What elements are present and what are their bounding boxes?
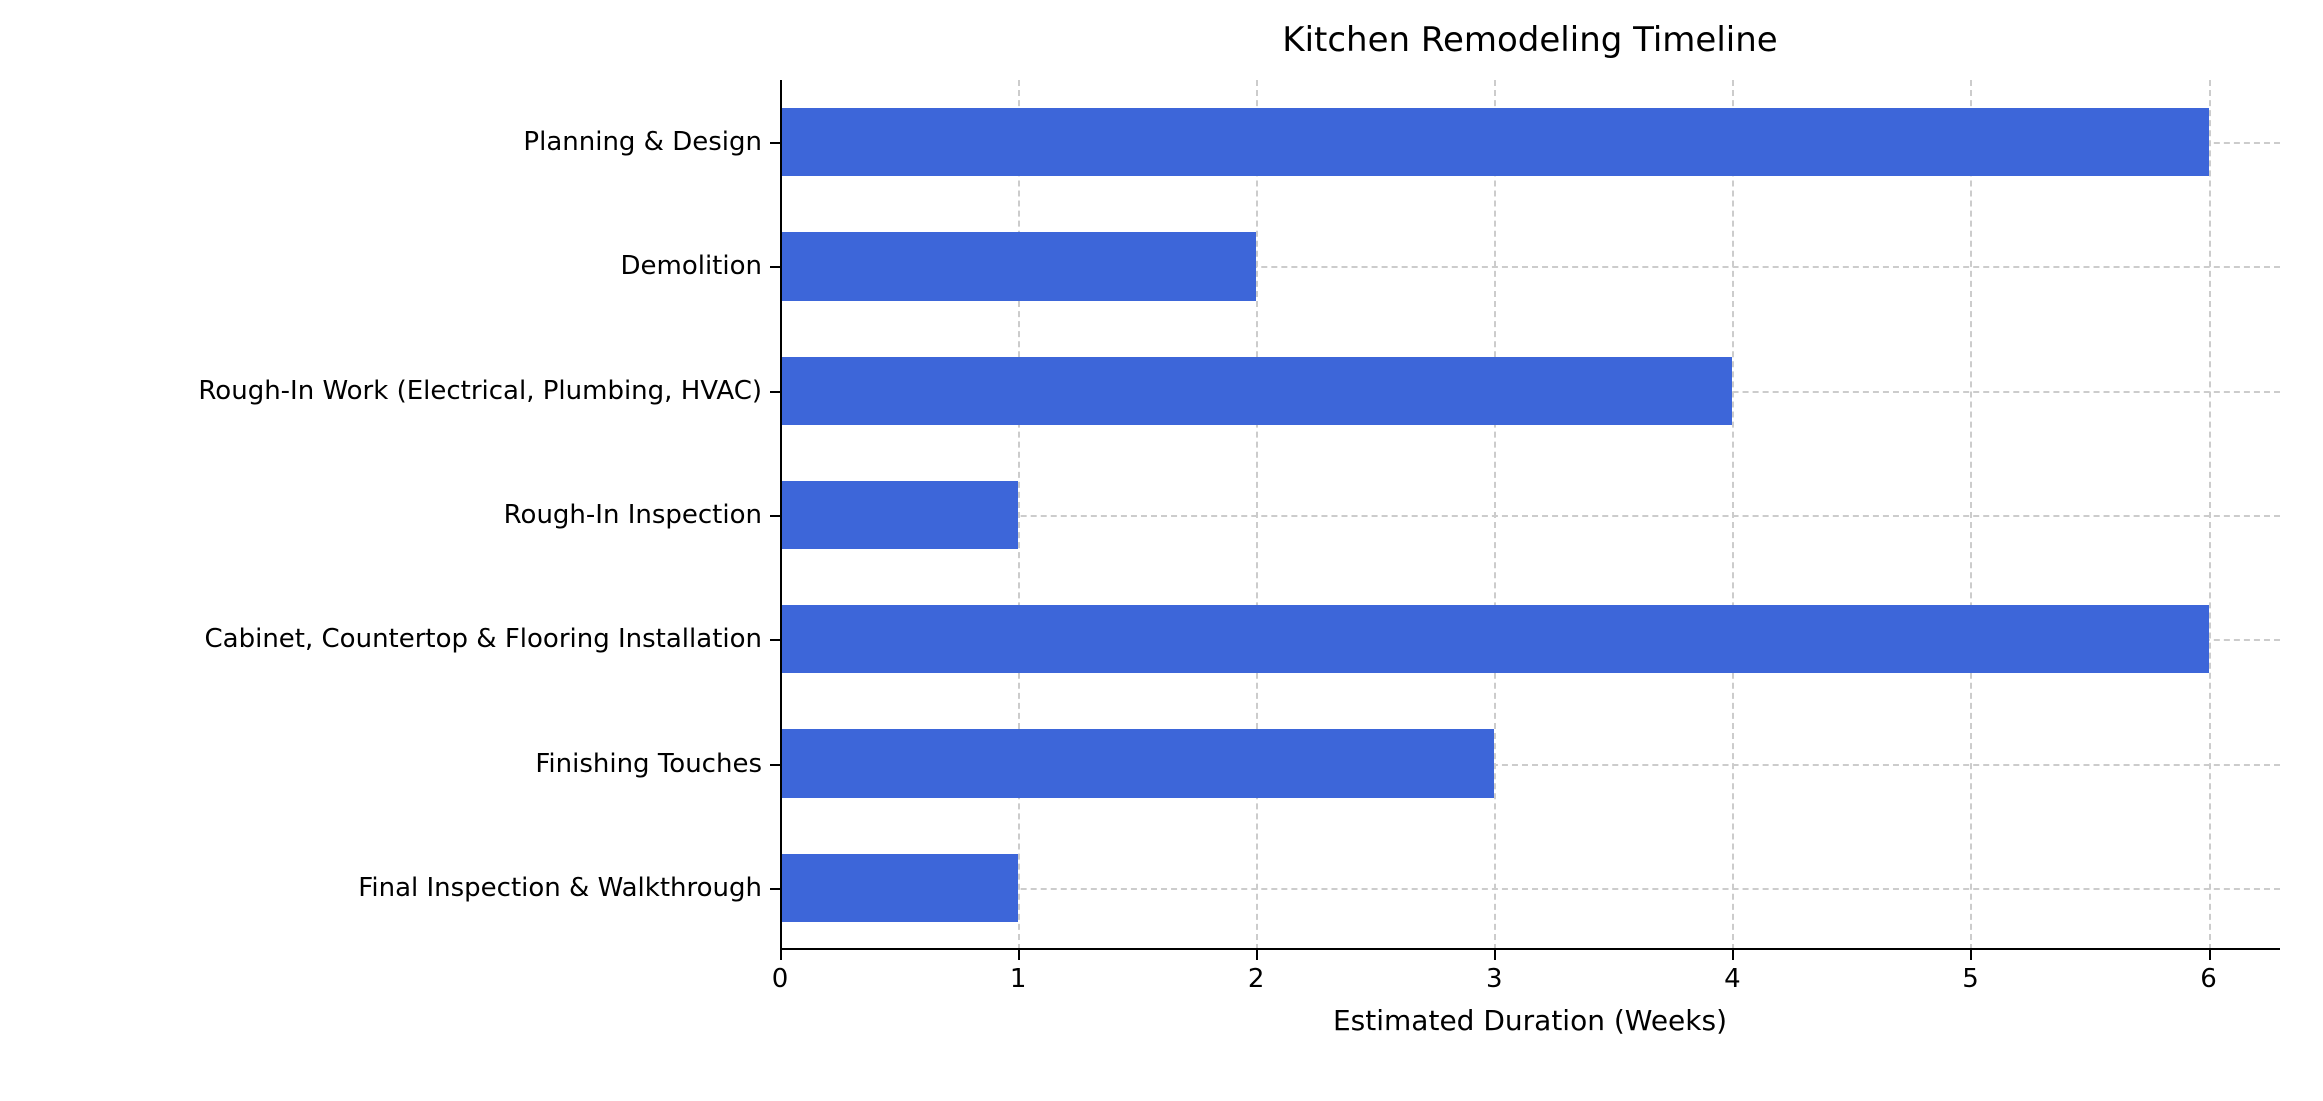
bar (780, 108, 2209, 176)
x-tick-label: 5 (1962, 964, 1979, 994)
x-tick-mark (2209, 950, 2211, 960)
x-tick-label: 3 (1486, 964, 1503, 994)
x-tick-mark (780, 950, 782, 960)
bar (780, 481, 1018, 549)
y-tick-mark (770, 515, 780, 517)
x-axis-label: Estimated Duration (Weeks) (1333, 1004, 1727, 1037)
bar (780, 605, 2209, 673)
y-tick-label: Final Inspection & Walkthrough (358, 873, 762, 903)
bar (780, 729, 1494, 797)
y-tick-label: Cabinet, Countertop & Flooring Installat… (205, 624, 762, 654)
y-tick-mark (770, 639, 780, 641)
chart-container: Kitchen Remodeling Timeline 0123456 Esti… (0, 0, 2323, 1101)
bar (780, 854, 1018, 922)
x-tick-mark (1732, 950, 1734, 960)
y-tick-label: Finishing Touches (535, 749, 762, 779)
y-tick-mark (770, 888, 780, 890)
y-tick-mark (770, 391, 780, 393)
bar (780, 357, 1732, 425)
plot-area: 0123456 (780, 80, 2280, 950)
x-tick-label: 1 (1010, 964, 1027, 994)
x-tick-mark (1256, 950, 1258, 960)
x-tick-mark (1018, 950, 1020, 960)
x-tick-label: 6 (2200, 964, 2217, 994)
x-tick-mark (1970, 950, 1972, 960)
y-tick-label: Rough-In Inspection (504, 500, 762, 530)
chart-title: Kitchen Remodeling Timeline (1282, 20, 1777, 60)
y-tick-mark (770, 764, 780, 766)
y-tick-mark (770, 266, 780, 268)
y-tick-mark (770, 142, 780, 144)
y-tick-label: Rough-In Work (Electrical, Plumbing, HVA… (198, 376, 762, 406)
x-tick-label: 4 (1724, 964, 1741, 994)
bar (780, 232, 1256, 300)
y-axis-line (780, 80, 782, 950)
x-axis-line (780, 948, 2280, 950)
y-tick-label: Demolition (620, 251, 762, 281)
x-tick-mark (1494, 950, 1496, 960)
x-tick-label: 0 (772, 964, 789, 994)
y-tick-label: Planning & Design (523, 127, 762, 157)
x-tick-label: 2 (1248, 964, 1265, 994)
